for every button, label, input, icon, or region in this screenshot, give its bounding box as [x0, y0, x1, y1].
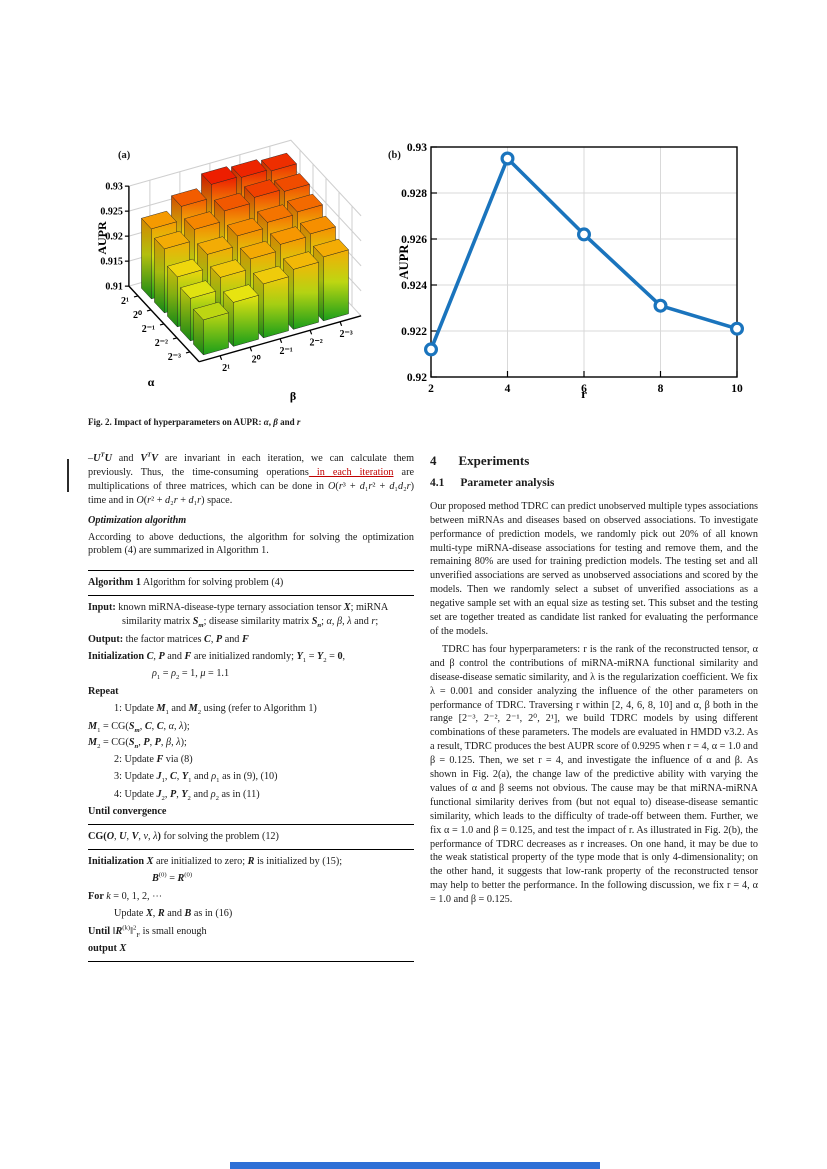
section-heading: 4 Experiments — [430, 454, 758, 468]
svg-text:0.926: 0.926 — [401, 234, 427, 246]
algorithm-rule — [88, 848, 414, 850]
algorithm-line: Repeat — [88, 685, 119, 697]
svg-text:0.928: 0.928 — [401, 188, 427, 200]
svg-text:0.92: 0.92 — [407, 372, 427, 384]
svg-text:2¹: 2¹ — [222, 363, 230, 374]
algorithm-line: output X — [88, 942, 127, 954]
svg-text:0.93: 0.93 — [105, 182, 123, 193]
svg-text:2⁻²: 2⁻² — [155, 338, 168, 349]
svg-text:AUPR: AUPR — [397, 244, 411, 280]
svg-text:2⁻³: 2⁻³ — [168, 352, 181, 363]
algorithm-line: 2: Update F via (8) — [114, 753, 193, 765]
svg-text:4: 4 — [505, 383, 511, 395]
subsection-number: 4.1 — [430, 476, 445, 489]
svg-text:6: 6 — [581, 383, 587, 395]
svg-text:2⁻¹: 2⁻¹ — [279, 346, 292, 357]
algorithm-line: CG(O, U, V, ν, λ) for solving the proble… — [88, 831, 279, 843]
algorithm-rule — [88, 960, 414, 962]
page-bottom-bar — [230, 1162, 600, 1169]
subsection-heading: 4.1 Parameter analysis — [430, 477, 758, 491]
algorithm-line: B(0) = R(0) — [152, 871, 193, 885]
algorithm-line: 1: Update M1 and M2 using (refer to Algo… — [114, 703, 317, 717]
svg-text:0.91: 0.91 — [105, 282, 123, 293]
svg-text:2⁰: 2⁰ — [252, 354, 261, 365]
svg-text:2⁻²: 2⁻² — [309, 337, 322, 348]
algorithm-line: Initialization C, P and F are initialize… — [88, 650, 346, 664]
figure-panel-a-label: (a) — [118, 150, 131, 161]
algorithm-line: Update X, R and B as in (16) — [114, 908, 233, 920]
svg-text:0.915: 0.915 — [100, 257, 123, 268]
svg-text:0.924: 0.924 — [401, 280, 427, 292]
svg-text:α: α — [148, 375, 155, 389]
bar3d-aupr-chart: 0.910.9150.920.9250.932¹2⁰2⁻¹2⁻²2⁻³2¹2⁰2… — [95, 139, 362, 403]
algorithm-line: Until ‖R(k)‖2F is small enough — [88, 924, 207, 939]
subsection-title: Parameter analysis — [460, 476, 555, 489]
svg-text:AUPR: AUPR — [95, 221, 109, 255]
svg-text:2⁻¹: 2⁻¹ — [142, 324, 155, 335]
algorithm-line: 3: Update J1, C, Y1 and ρ1 as in (9), (1… — [114, 771, 278, 785]
algorithm-line: Initialization X are initialized to zero… — [88, 855, 343, 867]
algorithm-line: Until convergence — [88, 806, 167, 818]
section-number: 4 — [430, 453, 437, 468]
algorithm-line: For k = 0, 1, 2, ⋯ — [88, 890, 163, 902]
optimization-algorithm-heading: Optimization algorithm — [88, 514, 187, 526]
figure-panel-b-label: (b) — [388, 150, 401, 161]
margin-change-bar — [67, 459, 69, 492]
right-column: 4 Experiments 4.1 Parameter analysis Our p… — [430, 452, 758, 911]
svg-text:0.93: 0.93 — [407, 142, 427, 154]
svg-text:8: 8 — [658, 383, 664, 395]
algorithm-rule — [88, 570, 414, 572]
svg-text:β: β — [290, 389, 296, 403]
algorithm-box: Algorithm 1 Algorithm for solving proble… — [88, 570, 414, 962]
algorithm-line: Input: known miRNA-disease-type ternary … — [88, 602, 388, 630]
body-paragraph: According to above deductions, the algor… — [88, 531, 414, 557]
body-paragraph: –UTU and VTV are invariant in each itera… — [88, 451, 414, 506]
svg-text:2¹: 2¹ — [121, 296, 129, 307]
algorithm-rule — [88, 595, 414, 597]
algorithm-line: ρ1 = ρ2 = 1, μ = 1.1 — [152, 668, 230, 682]
svg-text:2: 2 — [428, 383, 434, 395]
svg-text:10: 10 — [731, 383, 743, 395]
svg-text:0.922: 0.922 — [401, 326, 427, 338]
body-paragraph: TDRC has four hyperparameters: r is the … — [430, 643, 758, 906]
algorithm-line: M1 = CG(Sm, C, C, α, λ); — [88, 720, 190, 734]
algorithm-line: 4: Update J2, P, Y2 and ρ2 as in (11) — [114, 788, 260, 802]
section-title: Experiments — [458, 453, 530, 468]
left-column: –UTU and VTV are invariant in each itera… — [88, 452, 414, 967]
figure-caption: Fig. 2. Impact of hyperparameters on AUP… — [88, 417, 301, 427]
svg-text:2⁰: 2⁰ — [133, 310, 142, 321]
algorithm-line: Output: the factor matrices C, P and F — [88, 633, 249, 645]
algorithm-line: M2 = CG(Sn, P, P, β, λ); — [88, 736, 187, 750]
algorithm-rule — [88, 824, 414, 826]
body-paragraph: Our proposed method TDRC can predict uno… — [430, 500, 758, 637]
svg-text:0.92: 0.92 — [105, 232, 123, 243]
algorithm-line: Algorithm 1 Algorithm for solving proble… — [88, 577, 284, 589]
svg-text:r: r — [581, 386, 587, 401]
line-aupr-chart: 2 4 6 8 10 0.92 0.922 0.924 0.926 0.928 0.93 r AUPR — [397, 142, 745, 401]
svg-text:0.925: 0.925 — [100, 207, 123, 218]
figure-panel-b: 2 4 6 8 10 0.92 0.922 0.924 0.926 0.928 0.93 r AUPR — [397, 128, 749, 409]
figure-panel-a: 0.91 0.915 0.92 0.925 0.93 2¹ 2⁰ 2⁻¹ 2⁻² 2⁻³ 2¹ 2⁰ 2… — [95, 138, 420, 419]
svg-text:2⁻³: 2⁻³ — [339, 329, 352, 340]
